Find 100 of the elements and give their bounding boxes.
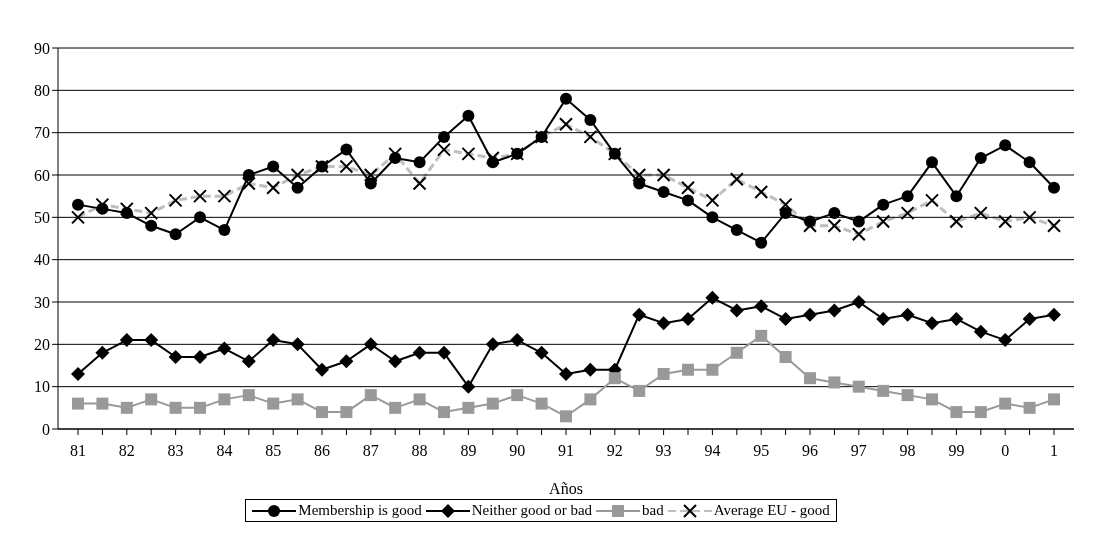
point bbox=[852, 215, 865, 228]
x-tick-label: 98 bbox=[899, 442, 916, 460]
legend-label: bad bbox=[642, 502, 664, 519]
point bbox=[1022, 311, 1037, 326]
point bbox=[510, 333, 525, 348]
point bbox=[461, 379, 476, 394]
point bbox=[656, 316, 671, 331]
point bbox=[388, 354, 403, 369]
point bbox=[316, 406, 328, 419]
point bbox=[412, 176, 427, 191]
point bbox=[291, 393, 304, 406]
x-tick-label: 93 bbox=[655, 442, 672, 460]
y-tick-label: 0 bbox=[42, 420, 50, 438]
point bbox=[998, 333, 1013, 348]
point bbox=[827, 218, 842, 233]
point bbox=[485, 337, 500, 352]
point bbox=[705, 290, 720, 305]
point bbox=[438, 130, 450, 143]
point bbox=[413, 156, 426, 169]
point bbox=[876, 311, 891, 326]
point bbox=[559, 366, 573, 381]
y-tick-label: 70 bbox=[34, 124, 50, 142]
point bbox=[217, 341, 232, 356]
point bbox=[901, 190, 914, 203]
point bbox=[511, 389, 524, 402]
point bbox=[682, 194, 694, 207]
point bbox=[584, 393, 597, 406]
point bbox=[900, 307, 915, 322]
point bbox=[705, 193, 720, 208]
point bbox=[926, 156, 938, 169]
point bbox=[778, 311, 793, 326]
point bbox=[363, 168, 378, 182]
x-tick-label: 83 bbox=[167, 442, 184, 460]
y-tick-label: 10 bbox=[34, 378, 50, 396]
point bbox=[681, 311, 695, 326]
point bbox=[926, 393, 938, 406]
point bbox=[194, 401, 206, 414]
y-tick-label: 50 bbox=[34, 209, 50, 227]
x-tick-label: 85 bbox=[265, 442, 282, 460]
point bbox=[413, 393, 426, 406]
point bbox=[925, 193, 939, 208]
legend-label: Average EU - good bbox=[713, 502, 830, 519]
point bbox=[632, 168, 647, 182]
point bbox=[852, 380, 865, 393]
point bbox=[486, 397, 499, 410]
point bbox=[974, 406, 987, 419]
point bbox=[1047, 218, 1061, 233]
point bbox=[241, 354, 256, 369]
point bbox=[559, 117, 573, 132]
x-tick-label: 86 bbox=[314, 442, 330, 460]
x-tick-label: 90 bbox=[509, 442, 526, 460]
point bbox=[1047, 307, 1061, 322]
x-tick-label: 97 bbox=[850, 442, 867, 460]
point bbox=[119, 333, 134, 348]
point bbox=[973, 324, 988, 339]
point bbox=[290, 168, 305, 182]
point bbox=[876, 214, 891, 229]
x-tick-label: 1 bbox=[1050, 442, 1058, 460]
point bbox=[144, 206, 159, 221]
point bbox=[461, 146, 476, 161]
point bbox=[462, 109, 475, 122]
y-tick-label: 90 bbox=[34, 39, 50, 57]
point bbox=[901, 389, 914, 402]
x-tick-label: 88 bbox=[411, 442, 428, 460]
point bbox=[657, 367, 670, 380]
point bbox=[779, 207, 792, 220]
point bbox=[633, 384, 646, 397]
point bbox=[999, 139, 1012, 152]
point bbox=[363, 337, 378, 352]
legend-label: Neither good or bad bbox=[471, 502, 593, 519]
point bbox=[145, 393, 158, 406]
point bbox=[608, 372, 621, 385]
point bbox=[145, 219, 158, 232]
point bbox=[315, 362, 329, 377]
point bbox=[925, 316, 939, 331]
point bbox=[657, 185, 670, 198]
point bbox=[949, 214, 964, 229]
point bbox=[803, 218, 817, 233]
x-axis-title: Años bbox=[549, 480, 583, 497]
point bbox=[1048, 393, 1060, 406]
point bbox=[973, 206, 988, 221]
point bbox=[778, 197, 793, 212]
point bbox=[1022, 210, 1037, 225]
point bbox=[389, 401, 402, 414]
point bbox=[95, 197, 110, 212]
point bbox=[119, 201, 134, 216]
point bbox=[974, 152, 987, 165]
point bbox=[120, 401, 133, 414]
x-tick-label: 96 bbox=[802, 442, 818, 460]
point bbox=[730, 224, 743, 237]
point bbox=[729, 303, 744, 318]
point bbox=[96, 397, 109, 410]
point bbox=[754, 184, 769, 199]
point bbox=[218, 393, 231, 406]
point bbox=[266, 333, 281, 348]
point bbox=[169, 228, 182, 241]
point bbox=[560, 410, 572, 423]
point bbox=[534, 345, 549, 360]
point bbox=[755, 329, 768, 342]
x-tick-label: 91 bbox=[558, 442, 574, 460]
